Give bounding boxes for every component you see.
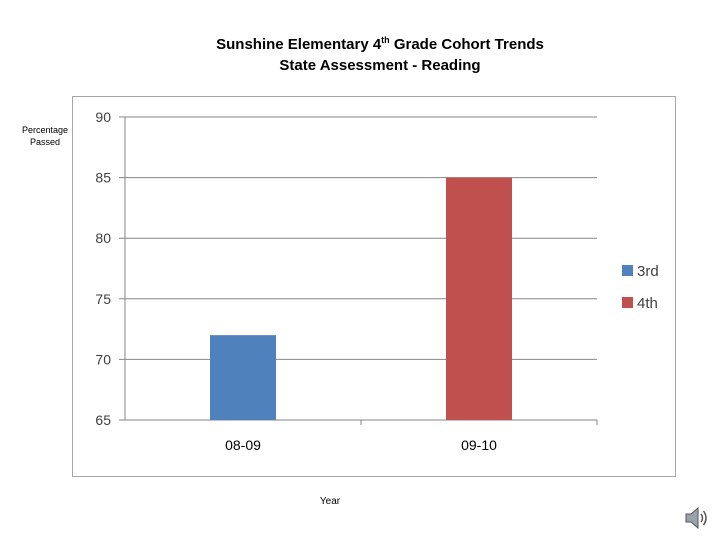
- y-axis-label-line-2: Passed: [29, 137, 61, 147]
- y-tick-label: 75: [95, 291, 111, 307]
- title-line-1: Sunshine Elementary 4th Grade Cohort Tre…: [216, 35, 544, 54]
- y-tick-label: 90: [95, 109, 111, 125]
- legend-swatch-3rd: [622, 265, 633, 276]
- speaker-icon[interactable]: [684, 506, 710, 535]
- x-axis-label: Year: [319, 496, 341, 507]
- y-tick-label: 70: [95, 351, 111, 367]
- legend-label-3rd: 3rd: [637, 263, 659, 280]
- y-axis-label-line-1: Percentage: [21, 125, 69, 135]
- legend-label-4th: 4th: [637, 295, 658, 312]
- x-tick-label: 08-09: [225, 437, 261, 453]
- legend-swatch-4th: [622, 297, 633, 308]
- bar-chart: 65 70 75 80 85 90 08-09 09-10 3rd 4th: [95, 109, 659, 453]
- y-tick-label: 80: [95, 230, 111, 246]
- chart-title: Sunshine Elementary 4th Grade Cohort Tre…: [140, 34, 620, 76]
- title-line-2: State Assessment - Reading: [279, 57, 481, 74]
- bar-4th-09-10: [446, 177, 512, 420]
- bar-3rd-08-09: [210, 335, 276, 420]
- y-tick-label: 85: [95, 170, 111, 186]
- x-tick-label: 09-10: [461, 437, 497, 453]
- y-tick-label: 65: [95, 412, 111, 428]
- y-axis-label: Percentage Passed: [16, 124, 74, 148]
- chart-frame: 65 70 75 80 85 90 08-09 09-10 3rd 4th: [72, 96, 676, 477]
